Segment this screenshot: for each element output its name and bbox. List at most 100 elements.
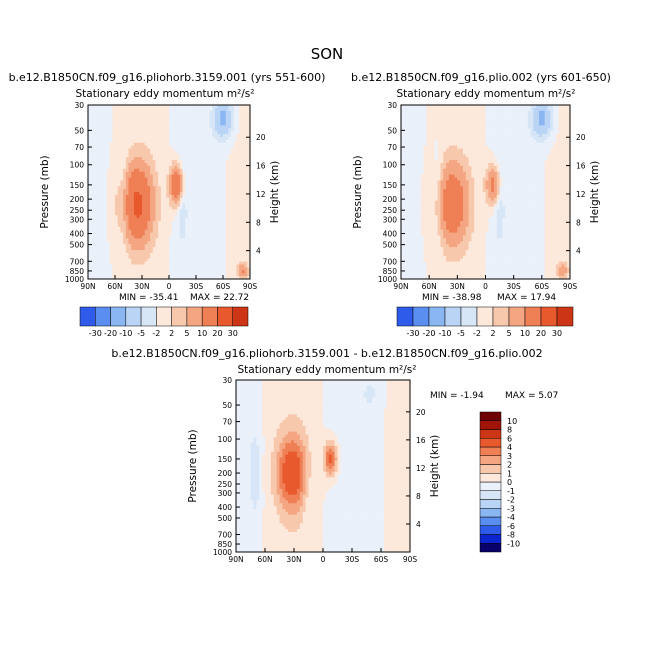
y-tick-label: 500 (383, 241, 398, 250)
colorbar-label: 6 (507, 434, 512, 443)
x-tick-label: 30S (507, 282, 522, 291)
min-label: MIN = -35.41 (119, 293, 178, 303)
colorbar-box (396, 306, 414, 327)
colorbar-label: 20 (212, 329, 222, 338)
y-tick-label: 150 (383, 181, 398, 190)
colorbar-box (479, 516, 502, 526)
y-tick-label: 850 (383, 267, 398, 276)
y-axis-label: Pressure (mb) (39, 155, 51, 228)
y2-tick-label: 12 (416, 464, 426, 473)
colorbar-label: 10 (507, 417, 517, 426)
colorbar-box (479, 446, 502, 456)
max-label: MAX = 17.94 (497, 293, 556, 303)
y-tick-label: 50 (222, 401, 232, 410)
x-tick-label: 0 (167, 282, 172, 291)
chart-title: b.e12.B1850CN.f09_g16.plio.002 (yrs 601-… (351, 71, 611, 84)
y2-tick-label: 12 (256, 190, 266, 199)
colorbar-label: -30 (406, 329, 419, 338)
y2-tick-label: 4 (256, 247, 261, 256)
x-tick-label: 0 (321, 555, 326, 564)
contour-fill (236, 380, 411, 553)
colorbar-label: -10 (507, 539, 520, 548)
colorbar-box (479, 473, 502, 483)
colorbar-label: 10 (520, 329, 530, 338)
y-tick-label: 300 (218, 489, 233, 498)
colorbar-label: -6 (507, 522, 515, 531)
y-tick-label: 500 (218, 514, 233, 523)
y-tick-label: 1000 (378, 275, 397, 284)
y-tick-label: 500 (70, 241, 85, 250)
colorbar-label: 8 (507, 426, 512, 435)
colorbar-label: -3 (507, 504, 515, 513)
colorbar-box (479, 420, 502, 430)
colorbar-label: -8 (507, 531, 515, 540)
y-tick-label: 70 (387, 143, 397, 152)
y-tick-label: 250 (218, 480, 233, 489)
y-tick-label: 250 (70, 206, 85, 215)
y-tick-label: 400 (70, 230, 85, 239)
colorbar-box (412, 306, 430, 327)
y-tick-label: 300 (70, 215, 85, 224)
colorbar-box (201, 306, 218, 327)
y-tick-label: 100 (383, 161, 398, 170)
colorbar-label: -10 (119, 329, 132, 338)
chart-subtitle: Stationary eddy momentum m²/s² (76, 88, 255, 100)
colorbar-box (479, 508, 502, 518)
x-tick-label: 60N (257, 555, 272, 564)
colorbar-label: 2 (507, 461, 512, 470)
y-tick-label: 200 (70, 195, 85, 204)
y-tick-label: 850 (218, 540, 233, 549)
x-tick-label: 90N (393, 282, 408, 291)
y-axis-label: Pressure (mb) (352, 155, 364, 228)
x-tick-label: 60S (535, 282, 550, 291)
y-tick-label: 200 (218, 469, 233, 478)
colorbar-box (540, 306, 558, 327)
colorbar-box (460, 306, 478, 327)
y2-axis-label: Height (km) (429, 435, 441, 498)
x-tick-label: 60N (107, 282, 122, 291)
colorbar-label: -20 (422, 329, 435, 338)
y-tick-label: 30 (387, 101, 397, 110)
x-tick-label: 90N (80, 282, 95, 291)
y-tick-label: 50 (74, 126, 84, 135)
colorbar-box (479, 490, 502, 500)
colorbar-box (479, 464, 502, 474)
y2-tick-label: 4 (576, 247, 581, 256)
x-tick-label: 90S (243, 282, 258, 291)
colorbar-box (479, 438, 502, 448)
min-label: MIN = -1.94 (430, 391, 484, 401)
colorbar-box (186, 306, 203, 327)
y-tick-label: 300 (383, 215, 398, 224)
y2-tick-label: 16 (416, 436, 426, 445)
colorbar-box (479, 429, 502, 439)
colorbar-box (479, 455, 502, 465)
x-tick-label: 90S (563, 282, 578, 291)
colorbar-box (479, 499, 502, 509)
colorbar-box (156, 306, 172, 327)
max-label: MAX = 5.07 (505, 391, 558, 401)
y-tick-label: 400 (383, 230, 398, 239)
x-tick-label: 30N (286, 555, 301, 564)
x-tick-label: 90S (403, 555, 418, 564)
y2-tick-label: 8 (256, 218, 261, 227)
y-tick-label: 150 (70, 181, 85, 190)
colorbar-box (140, 306, 157, 327)
colorbar-box (476, 306, 494, 327)
contour-fill (401, 105, 571, 280)
y2-tick-label: 20 (416, 408, 426, 417)
colorbar-label: 2 (490, 329, 495, 338)
max-label: MAX = 22.72 (190, 293, 249, 303)
y-tick-label: 400 (218, 503, 233, 512)
x-tick-label: 60S (216, 282, 231, 291)
y-tick-label: 30 (222, 376, 232, 385)
x-tick-label: 30S (189, 282, 204, 291)
colorbar-label: 10 (197, 329, 207, 338)
y2-tick-label: 12 (576, 190, 586, 199)
colorbar-label: -4 (507, 513, 515, 522)
colorbar-label: 30 (228, 329, 238, 338)
colorbar-box (125, 306, 142, 327)
x-tick-label: 0 (483, 282, 488, 291)
colorbar-label: 4 (507, 443, 512, 452)
y2-axis-label: Height (km) (269, 161, 281, 224)
